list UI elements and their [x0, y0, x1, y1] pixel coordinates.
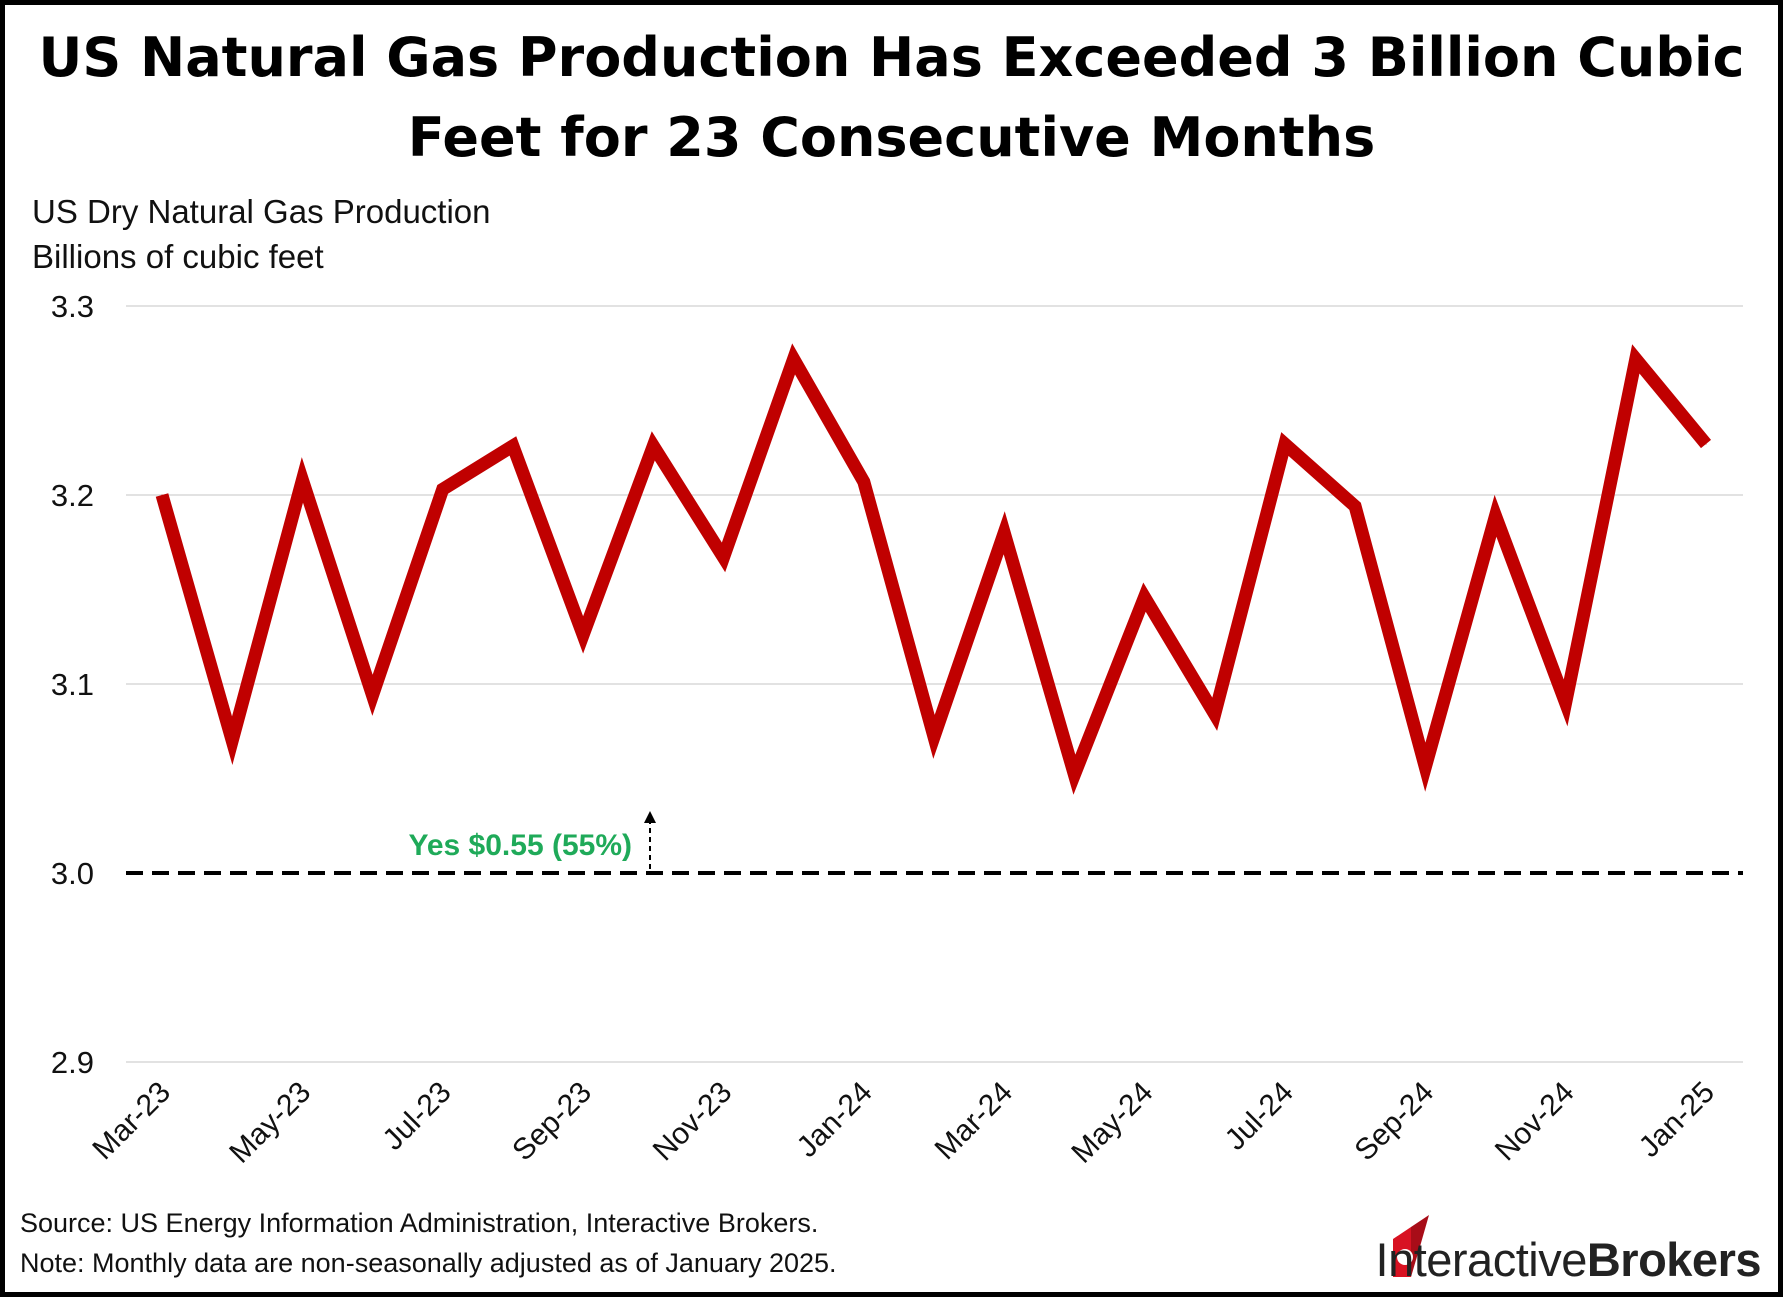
interactive-brokers-wordmark: InteractiveBrokers [1375, 1232, 1762, 1287]
source-note: Source: US Energy Information Administra… [20, 1208, 819, 1238]
brand-wordmark-part1: Interactive [1375, 1233, 1588, 1286]
data-point [442, 488, 444, 490]
data-point [793, 358, 795, 360]
y-axis: 2.9 3.0 3.1 3.2 3.3 [51, 289, 94, 1080]
interactive-brokers-logo-icon [1393, 1215, 1429, 1277]
x-tick-label: Jan-24 [791, 1076, 879, 1164]
data-point [863, 481, 865, 483]
x-tick-label: Nov-23 [647, 1076, 739, 1168]
y-tick-label: 3.3 [51, 289, 94, 324]
data-point [1354, 505, 1356, 507]
data-point [1284, 443, 1286, 445]
x-tick-label: Mar-24 [929, 1076, 1020, 1167]
x-tick-label: Mar-23 [86, 1076, 177, 1167]
chart-subtitle-units: Billions of cubic feet [32, 238, 324, 275]
x-tick-label: Sep-23 [506, 1076, 598, 1168]
data-point [1073, 774, 1075, 776]
data-point [582, 634, 584, 636]
data-point [1003, 532, 1005, 534]
x-axis: Mar-23 May-23 Jul-23 Sep-23 Nov-23 Jan-24 Mar-… [86, 1076, 1721, 1170]
x-tick-label: May-23 [223, 1076, 317, 1170]
data-note: Note: Monthly data are non-seasonally ad… [20, 1248, 837, 1278]
data-point [372, 694, 374, 696]
data-point [231, 740, 233, 742]
brand-wordmark-part2: Brokers [1586, 1233, 1762, 1286]
data-point [1214, 713, 1216, 715]
x-tick-label: May-24 [1065, 1076, 1159, 1170]
y-tick-label: 2.9 [51, 1045, 94, 1080]
data-point [722, 556, 724, 558]
data-point [1494, 515, 1496, 517]
annotation-arrow-head [644, 811, 656, 823]
y-tick-label: 3.1 [51, 667, 94, 702]
gridlines [126, 305, 1743, 1063]
data-point [161, 494, 163, 496]
x-tick-label: Jul-23 [377, 1076, 458, 1157]
data-point [933, 736, 935, 738]
x-tick-label: Jan-25 [1633, 1076, 1721, 1164]
series-group [155, 343, 1712, 795]
annotation-group: Yes $0.55 (55%) [409, 811, 656, 869]
data-point [301, 479, 303, 481]
y-tick-label: 3.2 [51, 478, 94, 513]
data-point [1635, 358, 1637, 360]
chart-title: US Natural Gas Production Has Exceeded 3… [38, 26, 1745, 169]
x-tick-label: Sep-24 [1348, 1076, 1440, 1168]
annotation-label: Yes $0.55 (55%) [409, 829, 633, 862]
x-tick-label: Jul-24 [1219, 1076, 1300, 1157]
y-tick-label: 3.0 [51, 856, 94, 891]
x-tick-label: Nov-24 [1489, 1076, 1581, 1168]
data-point [1424, 766, 1426, 768]
series-line-0 [155, 343, 1712, 795]
chart-subtitle-series: US Dry Natural Gas Production [32, 193, 491, 230]
data-point [652, 445, 654, 447]
data-point [1705, 443, 1707, 445]
data-point [1144, 596, 1146, 598]
data-point [1565, 702, 1567, 704]
data-point [512, 445, 514, 447]
